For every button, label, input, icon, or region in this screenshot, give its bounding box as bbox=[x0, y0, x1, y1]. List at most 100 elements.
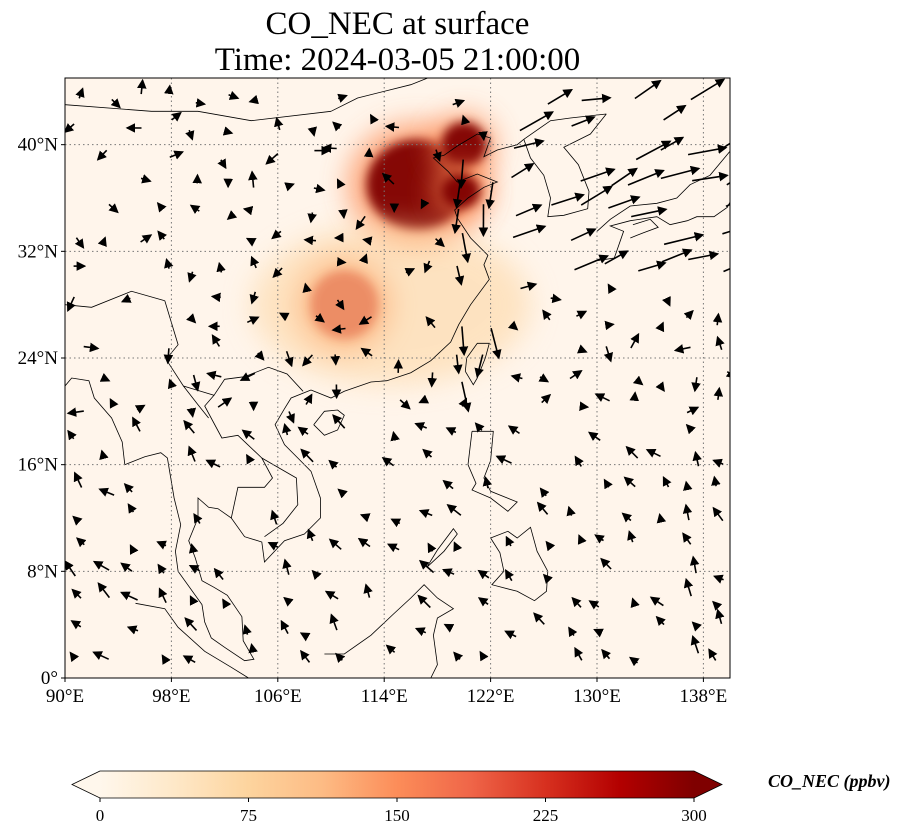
wind-arrow bbox=[713, 386, 724, 400]
wind-arrow bbox=[418, 559, 435, 574]
wind-arrow bbox=[355, 215, 366, 231]
tick-label-lon: 90°E bbox=[46, 686, 84, 707]
wind-arrow bbox=[329, 613, 339, 631]
wind-arrow bbox=[272, 267, 283, 279]
wind-arrow bbox=[690, 78, 726, 101]
wind-arrow bbox=[539, 487, 550, 498]
tick-label-lat: 16°N bbox=[18, 455, 59, 476]
colorbar-tick-label: 300 bbox=[681, 806, 707, 825]
wind-arrow bbox=[656, 513, 667, 524]
wind-arrow bbox=[512, 224, 547, 239]
wind-arrow bbox=[169, 150, 184, 160]
wind-arrow bbox=[67, 429, 77, 441]
wind-arrow bbox=[611, 167, 638, 187]
wind-arrow bbox=[274, 116, 284, 131]
wind-arrow bbox=[540, 393, 552, 404]
wind-arrow bbox=[608, 195, 641, 209]
wind-arrow bbox=[482, 476, 493, 489]
wind-arrow bbox=[632, 375, 644, 386]
concentration-field bbox=[251, 114, 531, 385]
wind-arrow bbox=[362, 236, 373, 246]
wind-arrow bbox=[271, 229, 282, 240]
wind-arrow bbox=[97, 582, 111, 599]
wind-arrow bbox=[520, 281, 538, 291]
wind-arrow bbox=[580, 167, 616, 182]
wind-arrow bbox=[513, 138, 545, 149]
wind-arrow bbox=[246, 453, 256, 465]
coastline-segment bbox=[596, 151, 730, 232]
wind-arrow bbox=[715, 608, 725, 625]
wind-arrow bbox=[307, 126, 317, 137]
wind-arrow bbox=[190, 374, 201, 392]
wind-arrow bbox=[332, 414, 346, 429]
wind-arrow bbox=[265, 153, 279, 165]
wind-arrow bbox=[363, 147, 374, 158]
wind-arrow bbox=[551, 192, 585, 206]
wind-arrow bbox=[156, 540, 167, 550]
wind-arrow bbox=[663, 104, 687, 121]
wind-arrow bbox=[629, 391, 640, 402]
wind-arrow bbox=[211, 334, 221, 347]
wind-arrow bbox=[156, 202, 167, 213]
wind-arrow bbox=[635, 140, 672, 161]
wind-arrow bbox=[250, 255, 260, 269]
map-frame bbox=[64, 77, 731, 679]
wind-arrow bbox=[399, 399, 411, 410]
map-layers bbox=[65, 78, 730, 678]
wind-arrow bbox=[726, 181, 730, 186]
wind-arrow bbox=[282, 422, 292, 436]
wind-arrow bbox=[570, 228, 597, 242]
wind-arrow bbox=[297, 426, 309, 437]
wind-arrow bbox=[311, 569, 322, 581]
wind-arrow bbox=[600, 557, 612, 570]
wind-arrow bbox=[630, 332, 640, 349]
wind-arrow bbox=[360, 347, 373, 358]
wind-arrow bbox=[195, 98, 207, 108]
wind-arrow bbox=[519, 111, 554, 132]
wind-arrow bbox=[134, 404, 146, 414]
wind-arrow bbox=[74, 237, 85, 249]
wind-arrow bbox=[603, 478, 613, 490]
wind-arrow bbox=[303, 393, 313, 405]
wind-arrow bbox=[187, 271, 197, 283]
wind-arrow bbox=[683, 309, 694, 321]
wind-arrow bbox=[76, 537, 87, 548]
wind-arrow bbox=[712, 600, 723, 611]
wind-arrow bbox=[655, 615, 666, 627]
wind-arrow bbox=[167, 378, 177, 390]
wind-arrow bbox=[306, 528, 316, 542]
wind-arrow bbox=[649, 596, 664, 607]
wind-arrow bbox=[479, 650, 489, 662]
wind-arrow bbox=[432, 149, 442, 163]
wind-arrow bbox=[691, 377, 701, 393]
wind-arrow bbox=[511, 163, 535, 179]
wind-arrow bbox=[242, 624, 252, 635]
wind-arrow bbox=[120, 293, 132, 303]
wind-arrow bbox=[453, 651, 464, 662]
wind-arrow bbox=[630, 597, 640, 609]
coastline-segment bbox=[324, 584, 455, 678]
wind-arrow bbox=[708, 648, 718, 661]
wind-arrow bbox=[713, 574, 724, 584]
wind-arrow bbox=[682, 503, 693, 521]
wind-arrow bbox=[278, 312, 290, 322]
wind-arrow bbox=[625, 445, 639, 459]
wind-arrow bbox=[536, 501, 549, 515]
wind-arrow bbox=[689, 555, 700, 574]
wind-arrow bbox=[270, 509, 280, 525]
wind-arrow bbox=[123, 483, 134, 494]
wind-arrow bbox=[504, 630, 517, 640]
wind-arrow bbox=[338, 209, 348, 220]
wind-arrow bbox=[580, 185, 613, 206]
coastline-segment bbox=[135, 602, 249, 678]
wind-arrow bbox=[241, 429, 255, 440]
wind-arrow bbox=[164, 258, 174, 269]
colorbar-extend-max bbox=[694, 771, 722, 798]
wind-arrow bbox=[386, 543, 400, 553]
colorbar-ticks: 0 75 150 225 300 bbox=[96, 798, 707, 825]
tick-label-lon: 114°E bbox=[361, 686, 408, 707]
wind-arrow bbox=[621, 512, 633, 523]
wind-arrow bbox=[623, 476, 636, 488]
wind-arrow bbox=[510, 373, 523, 383]
